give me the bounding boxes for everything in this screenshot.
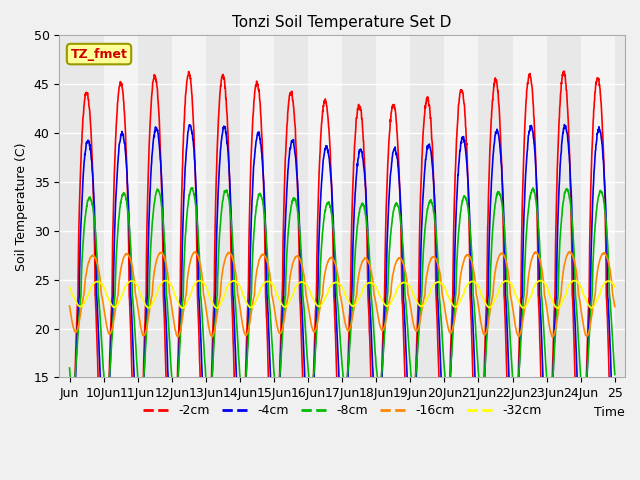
Bar: [444, 36, 479, 377]
-16cm: [595, 259, 603, 265]
Y-axis label: Soil Temperature (C): Soil Temperature (C): [15, 142, 28, 271]
X-axis label: Time: Time: [595, 406, 625, 419]
-4cm: [331, 263, 339, 269]
-32cm: [66, 284, 74, 290]
-32cm: [595, 293, 603, 299]
-8cm: [331, 246, 339, 252]
Bar: [308, 36, 342, 377]
Line: -8cm: -8cm: [70, 188, 615, 401]
-2cm: [561, 68, 568, 74]
-8cm: [595, 191, 603, 197]
-16cm: [611, 304, 619, 310]
-8cm: [189, 185, 196, 191]
Line: -16cm: -16cm: [70, 252, 615, 337]
Bar: [172, 36, 206, 377]
Legend: -2cm, -4cm, -8cm, -16cm, -32cm: -2cm, -4cm, -8cm, -16cm, -32cm: [138, 399, 547, 422]
-8cm: [495, 189, 503, 195]
-4cm: [596, 127, 604, 132]
-4cm: [611, 446, 619, 452]
-8cm: [546, 398, 554, 404]
-8cm: [317, 262, 324, 267]
-2cm: [595, 83, 603, 88]
-2cm: [596, 82, 604, 88]
-16cm: [566, 249, 574, 255]
Line: -32cm: -32cm: [70, 280, 615, 308]
-8cm: [596, 190, 604, 196]
Bar: [240, 36, 274, 377]
-16cm: [596, 259, 604, 264]
Bar: [104, 36, 138, 377]
-32cm: [495, 285, 503, 291]
Bar: [580, 36, 615, 377]
-16cm: [317, 301, 324, 307]
-32cm: [179, 305, 186, 311]
-32cm: [332, 280, 339, 286]
-2cm: [495, 104, 503, 110]
Text: TZ_fmet: TZ_fmet: [70, 48, 127, 60]
-8cm: [93, 261, 101, 266]
-4cm: [595, 127, 603, 132]
-16cm: [495, 253, 503, 259]
-16cm: [331, 260, 339, 266]
-32cm: [596, 292, 604, 298]
-32cm: [93, 279, 101, 285]
-2cm: [93, 349, 101, 355]
-16cm: [93, 261, 101, 267]
-32cm: [611, 284, 619, 289]
-4cm: [66, 436, 74, 442]
-16cm: [174, 334, 182, 340]
-32cm: [161, 277, 169, 283]
-4cm: [495, 133, 502, 139]
-8cm: [66, 365, 74, 371]
-4cm: [93, 303, 101, 309]
Title: Tonzi Soil Temperature Set D: Tonzi Soil Temperature Set D: [232, 15, 452, 30]
Line: -4cm: -4cm: [70, 125, 615, 465]
-32cm: [317, 303, 324, 309]
-4cm: [545, 462, 552, 468]
-2cm: [331, 316, 339, 322]
-16cm: [66, 303, 74, 309]
-4cm: [316, 206, 324, 212]
Bar: [376, 36, 410, 377]
-4cm: [561, 122, 568, 128]
-2cm: [317, 139, 324, 145]
-8cm: [611, 372, 619, 377]
Bar: [513, 36, 547, 377]
Line: -2cm: -2cm: [70, 71, 615, 480]
